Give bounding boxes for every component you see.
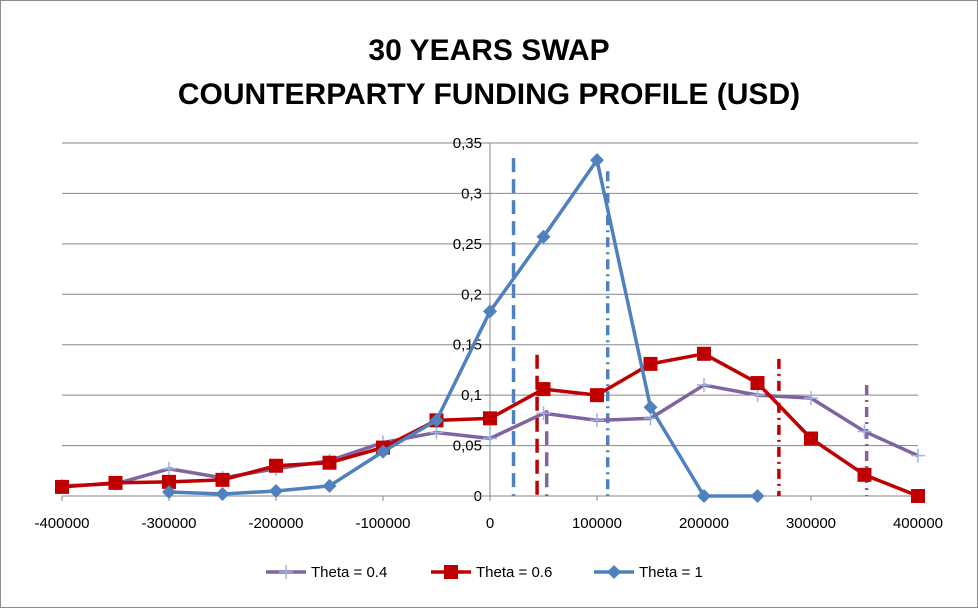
- series-group: [55, 153, 925, 503]
- data-point: [162, 484, 176, 499]
- data-point: [376, 444, 390, 459]
- data-point: [215, 472, 230, 487]
- data-point: [483, 431, 497, 446]
- data-point: [643, 400, 658, 415]
- x-tick-label: -300000: [141, 515, 196, 532]
- legend-label: Theta = 0.6: [476, 564, 552, 581]
- data-point: [269, 458, 283, 473]
- y-tick-label: 0,25: [453, 236, 482, 253]
- y-tick-label: 0,1: [461, 387, 482, 404]
- data-point: [804, 431, 818, 446]
- data-point: [590, 413, 604, 428]
- data-point: [750, 376, 765, 391]
- data-point: [162, 474, 176, 489]
- x-tick-label: -200000: [248, 515, 303, 532]
- y-tick-label: 0,2: [461, 286, 482, 303]
- data-point: [215, 486, 230, 501]
- x-tick-label: 0: [486, 515, 494, 532]
- data-point: [429, 425, 444, 440]
- x-tick-label: 100000: [572, 515, 622, 532]
- x-tick-label: 200000: [679, 515, 729, 532]
- legend-item: Theta = 0.6: [431, 564, 552, 581]
- data-point: [911, 448, 925, 463]
- legend-swatch-marker: [444, 565, 458, 579]
- data-point: [429, 413, 444, 428]
- x-tick-label: 400000: [893, 515, 943, 532]
- x-tick-label: 300000: [786, 515, 836, 532]
- data-point: [483, 411, 497, 426]
- data-point: [590, 153, 604, 168]
- series-3: [162, 153, 765, 503]
- x-tick-label: -400000: [34, 515, 89, 532]
- data-point: [750, 489, 765, 503]
- data-point: [536, 382, 551, 397]
- data-point: [643, 356, 658, 371]
- legend: Theta = 0.4 Theta = 0.6 Theta = 1: [266, 564, 703, 581]
- chart-title-line-1: 30 YEARS SWAP: [368, 34, 609, 67]
- data-point: [55, 479, 69, 494]
- x-tick-label: -100000: [355, 515, 410, 532]
- data-point: [857, 424, 872, 439]
- data-point: [697, 378, 711, 393]
- series-line: [168, 158, 758, 498]
- chart-title-line-2: COUNTERPARTY FUNDING PROFILE (USD): [178, 78, 800, 111]
- data-point: [536, 406, 551, 421]
- legend-swatch-marker: [607, 565, 621, 579]
- axes: 00,050,10,150,20,250,30,35-400000 -300000…: [34, 135, 943, 532]
- data-point: [697, 346, 711, 361]
- data-point: [536, 229, 551, 244]
- data-point: [322, 478, 337, 493]
- legend-item: Theta = 1: [594, 564, 703, 581]
- legend-label: Theta = 1: [639, 564, 703, 581]
- y-tick-label: 0,3: [461, 185, 482, 202]
- legend-swatch-marker: [279, 565, 293, 579]
- data-point: [590, 388, 604, 403]
- data-point: [697, 489, 711, 503]
- data-point: [108, 475, 123, 490]
- data-point: [911, 489, 925, 503]
- legend-item: Theta = 0.4: [266, 564, 387, 581]
- data-point: [322, 455, 337, 470]
- data-point: [162, 461, 176, 476]
- data-point: [483, 304, 497, 319]
- data-point: [750, 388, 765, 403]
- data-point: [269, 483, 283, 498]
- y-tick-label: 0,35: [453, 135, 482, 152]
- legend-label: Theta = 0.4: [311, 564, 387, 581]
- data-point: [804, 391, 818, 406]
- data-point: [857, 467, 872, 482]
- y-tick-label: 0,05: [453, 438, 482, 455]
